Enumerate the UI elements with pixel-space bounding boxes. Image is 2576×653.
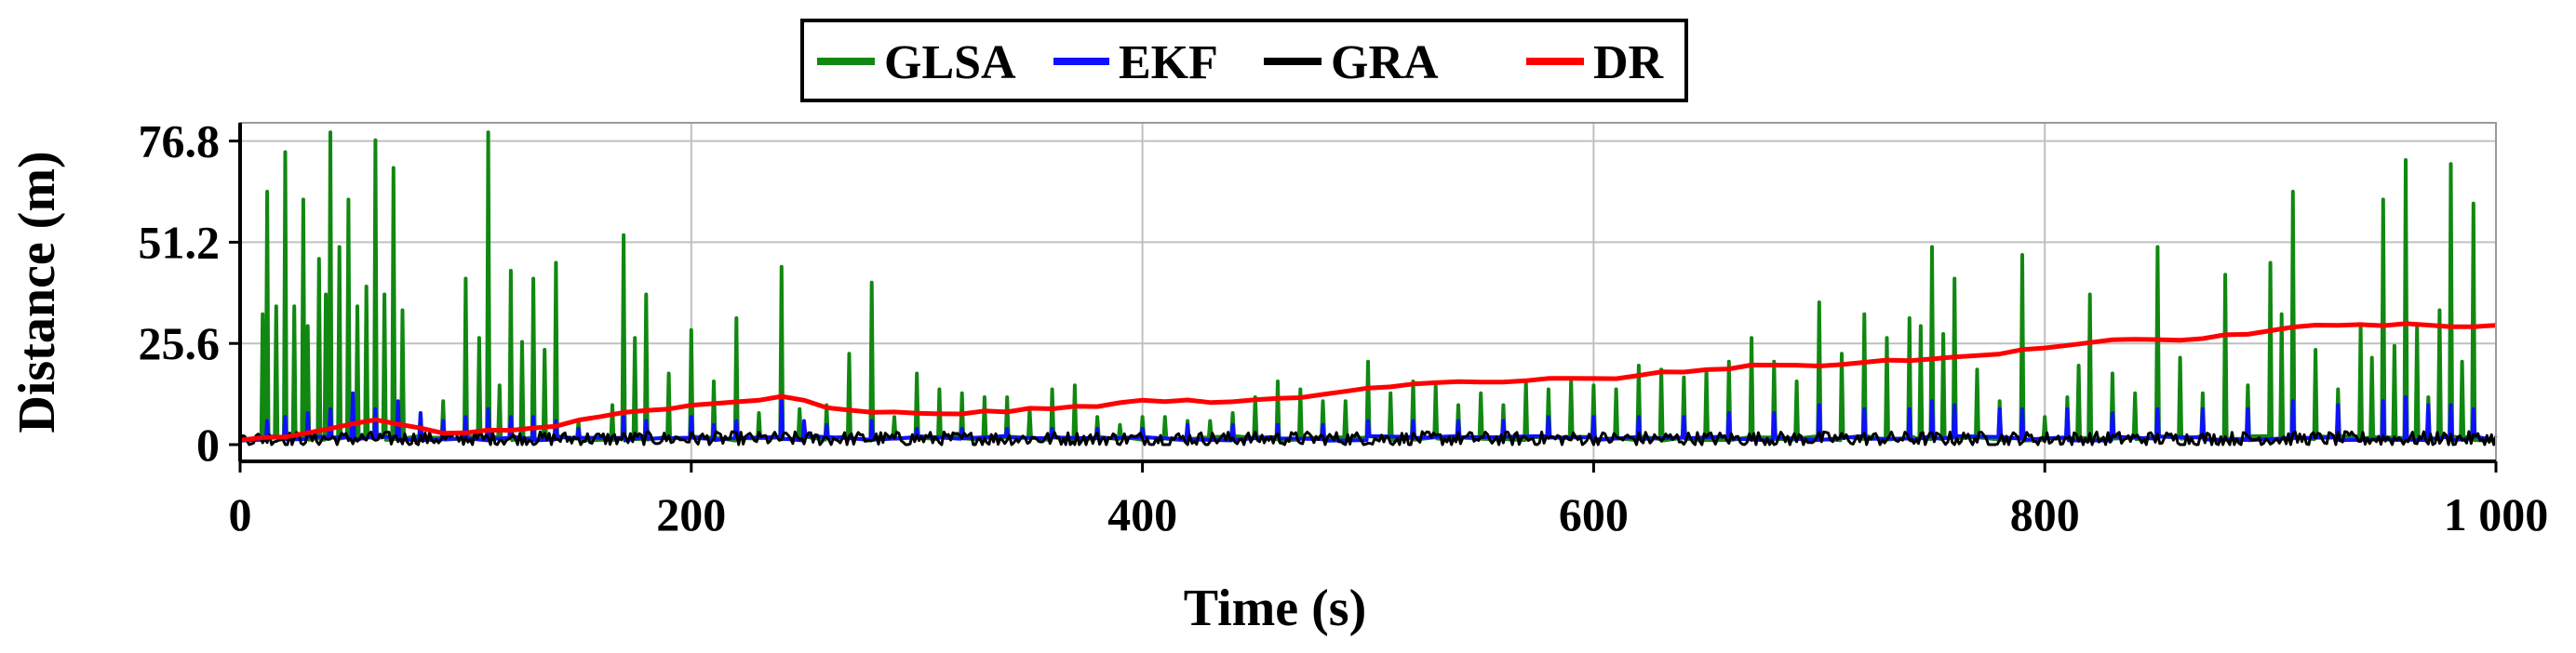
series-line-dr [239, 321, 2497, 443]
legend-label-gra: GRA [1331, 36, 1439, 89]
y-tick-label: 51.2 [139, 216, 221, 268]
grid-lines [240, 123, 2496, 461]
y-axis-title: Distance (m) [8, 151, 66, 433]
legend-label-dr: DR [1593, 36, 1665, 89]
series-line-glsa [239, 130, 2497, 443]
series-line-gra [238, 430, 2498, 446]
legend-item-glsa: GLSA [817, 36, 1016, 89]
y-tick-label: 76.8 [139, 115, 221, 167]
x-axis-title: Time (s) [1184, 580, 1367, 637]
x-tick-label: 0 [229, 488, 252, 540]
legend-label-ekf: EKF [1119, 36, 1218, 89]
series-line-ekf [239, 391, 2497, 443]
y-tick-label: 0 [196, 419, 220, 471]
series-layer [238, 130, 2498, 446]
y-tick-label: 25.6 [139, 317, 221, 369]
x-tick-label: 600 [1559, 488, 1629, 540]
x-tick-label: 400 [1107, 488, 1177, 540]
legend-item-dr: DR [1526, 36, 1665, 89]
axes: 0 200 400 600 800 1 000 0 25.6 51.2 76.8 [139, 115, 2549, 540]
legend-item-ekf: EKF [1053, 36, 1218, 89]
x-tick-label: 200 [656, 488, 726, 540]
x-tick-label: 1 000 [2444, 488, 2549, 540]
legend-item-gra: GRA [1264, 36, 1439, 89]
legend-label-glsa: GLSA [884, 36, 1016, 89]
x-tick-label: 800 [2010, 488, 2080, 540]
legend: GLSA EKF GRA DR [800, 19, 1688, 102]
